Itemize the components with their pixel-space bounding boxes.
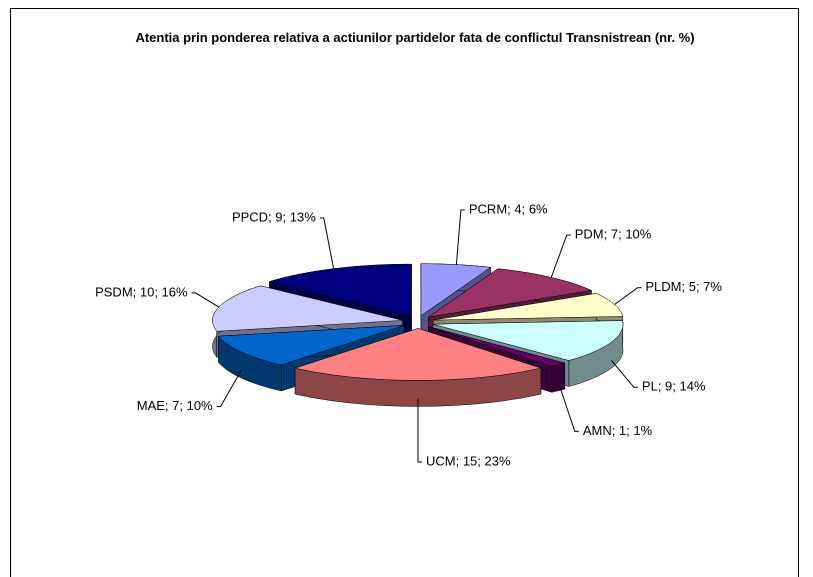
data-label: PLDM; 5; 7% (645, 279, 722, 294)
slice (432, 320, 624, 361)
chart-frame (10, 8, 799, 577)
slice (294, 328, 542, 381)
data-label: PCRM; 4; 6% (469, 201, 548, 216)
data-label: PDM; 7; 10% (575, 226, 652, 241)
chart-title: Atentia prin ponderea relativa a actiuni… (135, 30, 695, 45)
leader-line (558, 382, 579, 432)
data-label: UCM; 15; 23% (426, 453, 511, 468)
leader-line (216, 369, 242, 407)
leader-line (417, 398, 422, 463)
data-label: PPCD; 9; 13% (232, 209, 316, 224)
data-label: PL; 9; 14% (642, 379, 706, 394)
leader-line (611, 359, 638, 388)
data-label: AMN; 1; 1% (583, 423, 653, 438)
leader-line (614, 287, 642, 305)
leader-line (191, 292, 220, 308)
slice (217, 325, 405, 366)
pie: PCRM; 4; 6% PDM; 7; 10% PLDM; 5; 7% PL; 9; … (95, 201, 722, 468)
leader-line (550, 234, 571, 278)
data-label: PSDM; 10; 16% (95, 284, 188, 299)
slice (428, 326, 566, 367)
data-label: MAE; 7; 10% (137, 398, 213, 413)
leader-line (319, 217, 335, 269)
leader-line (455, 209, 465, 265)
slice-side (551, 362, 566, 393)
